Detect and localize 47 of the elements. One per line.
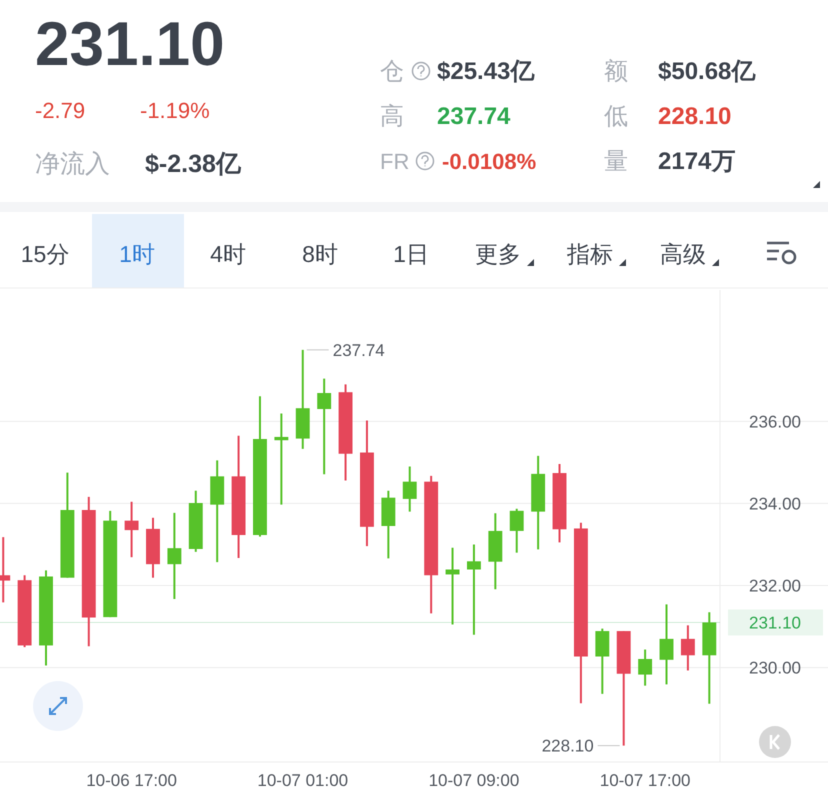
candlestick	[317, 378, 332, 476]
candlestick	[638, 648, 652, 687]
y-tick-label: 232.00	[749, 576, 801, 596]
candlestick	[660, 603, 674, 686]
text: 量	[604, 148, 628, 175]
text: 高	[380, 103, 404, 130]
x-tick-label: 10-06 17:00	[86, 771, 177, 790]
y-tick-label: 236.00	[749, 412, 801, 432]
text: 净流入	[35, 150, 110, 178]
text: -1.19%	[140, 98, 210, 123]
text: 8时	[302, 241, 338, 267]
candlestick	[124, 500, 139, 558]
x-tick-label: 10-07 17:00	[600, 771, 690, 790]
text: 2174万	[658, 148, 736, 175]
y-tick-label: 230.00	[749, 658, 801, 678]
text: 237.74	[437, 103, 512, 130]
text: 4时	[210, 241, 246, 267]
text: 低	[604, 103, 628, 130]
candlestick	[680, 624, 695, 672]
candlestick	[167, 512, 182, 600]
annotation: 228.10	[542, 736, 594, 756]
candlestick	[274, 412, 288, 506]
text: 更多	[475, 241, 521, 267]
x-tick-label: 10-07 01:00	[257, 771, 348, 790]
candlestick	[402, 465, 417, 513]
text: 额	[604, 58, 628, 85]
candlestick	[446, 546, 460, 626]
candlestick	[510, 508, 524, 554]
y-tick-label: 234.00	[749, 494, 801, 514]
annotation: 237.74	[332, 340, 385, 360]
text: 231.10	[35, 10, 225, 79]
text: -2.79	[35, 98, 86, 123]
text: 228.10	[658, 103, 732, 130]
text: 1日	[393, 241, 429, 267]
text: FR	[380, 149, 410, 174]
text: 仓	[380, 58, 404, 85]
x-tick-label: 10-07 09:00	[428, 771, 520, 790]
text: 15分	[20, 241, 70, 267]
text: $-2.38亿	[145, 150, 242, 178]
candlestick	[466, 543, 481, 636]
text: -0.0108%	[442, 149, 536, 174]
text: 高级	[660, 241, 706, 267]
text: $25.43亿	[437, 58, 536, 85]
text: 1时	[119, 241, 155, 267]
ref-line-label: 231.10	[749, 613, 801, 632]
text: $50.68亿	[658, 58, 756, 85]
text: 指标	[566, 241, 613, 267]
